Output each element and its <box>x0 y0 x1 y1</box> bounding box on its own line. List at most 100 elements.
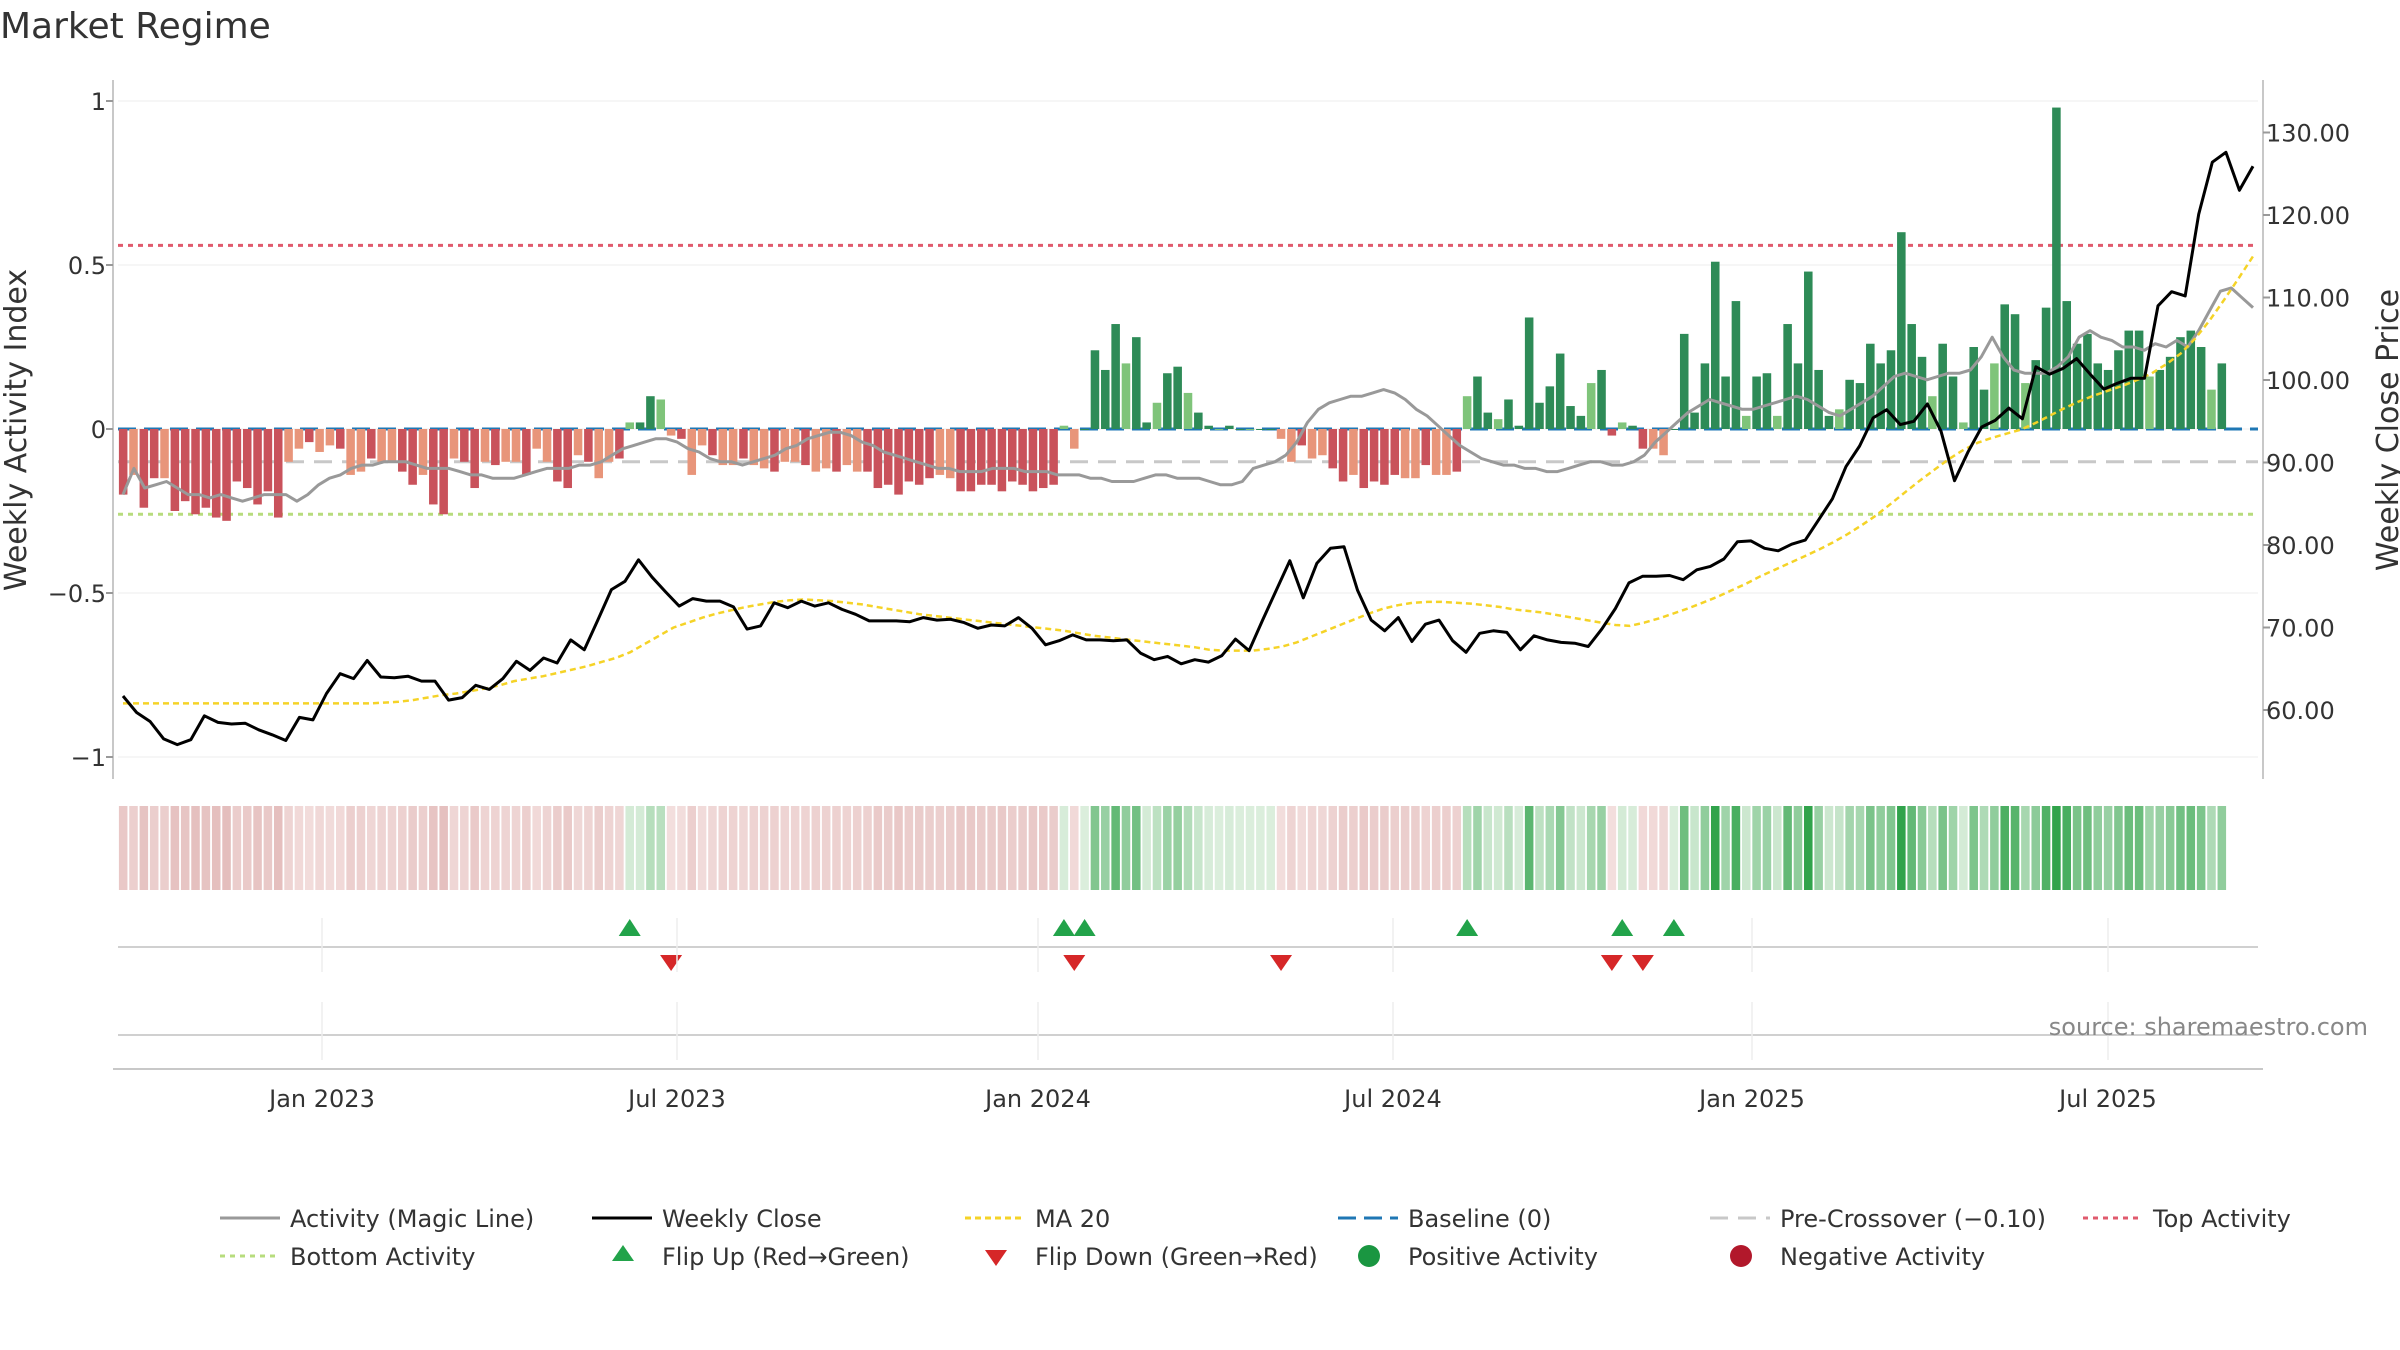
regime-cell <box>594 806 603 890</box>
activity-bar <box>2145 376 2154 429</box>
flip-up-marker <box>1052 919 1075 936</box>
y-left-tick-label: −0.5 <box>48 580 106 608</box>
regime-cell <box>2052 806 2061 890</box>
regime-cell <box>253 806 262 890</box>
activity-bar <box>904 429 914 482</box>
chart-title: Market Regime <box>0 6 271 47</box>
regime-cell <box>1845 806 1854 890</box>
regime-cell <box>480 806 490 890</box>
regime-cell <box>1163 806 1172 890</box>
activity-bar <box>160 429 169 479</box>
legend-label: Activity (Magic Line) <box>290 1205 534 1233</box>
regime-cell <box>573 806 583 890</box>
activity-bar <box>542 429 552 462</box>
legend-item: Baseline (0) <box>1338 1205 1551 1233</box>
activity-bar <box>1804 271 1813 429</box>
activity-bar <box>842 429 852 466</box>
legend-item: Activity (Magic Line) <box>220 1205 534 1233</box>
activity-bar <box>852 429 862 472</box>
regime-cell <box>1638 806 1648 890</box>
activity-bar <box>1070 429 1079 449</box>
activity-bar <box>273 429 283 518</box>
regime-cell <box>1121 806 1131 890</box>
activity-bar <box>863 429 872 472</box>
activity-bar <box>573 429 583 456</box>
regime-cell <box>956 806 965 890</box>
regime-cell <box>1555 806 1565 890</box>
activity-bar <box>501 429 510 462</box>
activity-bar <box>697 429 707 446</box>
activity-bar <box>1287 429 1296 462</box>
activity-bar <box>1369 429 1379 482</box>
regime-cell <box>1855 806 1865 890</box>
flip-down-marker <box>660 955 683 971</box>
regime-cell <box>511 806 521 890</box>
activity-bar <box>1390 429 1400 475</box>
activity-bar <box>232 429 242 482</box>
regime-cell <box>1204 806 1213 890</box>
regime-cell <box>170 806 180 890</box>
legend-item: MA 20 <box>965 1205 1110 1233</box>
regime-cell <box>1142 806 1151 890</box>
activity-bar <box>1710 261 1720 429</box>
regime-cell <box>687 806 697 890</box>
regime-cell <box>635 806 645 890</box>
activity-bar <box>418 429 428 475</box>
regime-cell <box>966 806 976 890</box>
regime-cell <box>398 806 407 890</box>
activity-bar <box>563 429 572 489</box>
regime-cell <box>904 806 914 890</box>
regime-cell <box>1886 806 1896 890</box>
regime-cell <box>1318 806 1327 890</box>
axes: Jan 2023 Jul 2023 Jan 2024 Jul 2024 Jan 2025… <box>48 80 2350 1113</box>
regime-cell <box>1400 806 1410 890</box>
regime-cell <box>1369 806 1379 890</box>
activity-bar <box>687 429 697 475</box>
regime-cell <box>1359 806 1369 890</box>
regime-cell <box>1111 806 1120 890</box>
regime-cell <box>1070 806 1079 890</box>
flip-up-marker <box>1611 919 1634 936</box>
regime-cell <box>222 806 231 890</box>
activity-bar <box>1359 429 1369 489</box>
regime-cell <box>1566 806 1575 890</box>
activity-bar <box>1163 373 1172 429</box>
activity-bar <box>966 429 976 492</box>
activity-bar <box>894 429 903 495</box>
regime-cell <box>1690 806 1699 890</box>
activity-bar <box>625 422 635 429</box>
regime-cell <box>1245 806 1255 890</box>
activity-bar <box>449 429 459 459</box>
regime-cell <box>1225 806 1234 890</box>
regime-cell <box>811 806 821 890</box>
regime-cell <box>2103 806 2113 890</box>
regime-cell <box>883 806 893 890</box>
regime-cell <box>1990 806 1999 890</box>
regime-cell <box>1617 806 1627 890</box>
activity-bar <box>1628 425 1637 429</box>
activity-bar <box>997 429 1007 492</box>
activity-bar <box>987 429 996 485</box>
activity-bar <box>387 429 397 462</box>
regime-cell <box>315 806 324 890</box>
regime-cell <box>2145 806 2154 890</box>
regime-cell <box>491 806 500 890</box>
regime-cell <box>997 806 1007 890</box>
activity-bar <box>1648 429 1658 449</box>
regime-cell <box>387 806 397 890</box>
regime-cell <box>1007 806 1017 890</box>
regime-cell <box>1183 806 1193 890</box>
flip-down-icon <box>985 1250 1007 1266</box>
regime-cell <box>2114 806 2123 890</box>
activity-bar <box>1876 363 1885 429</box>
regime-cell <box>2134 806 2144 890</box>
activity-bar <box>1152 402 1162 429</box>
legend-label: Flip Up (Red→Green) <box>662 1243 910 1271</box>
regime-cell <box>945 806 955 890</box>
regime-cell <box>1783 806 1792 890</box>
regime-cell <box>1338 806 1348 890</box>
legend-item: Bottom Activity <box>220 1243 475 1271</box>
x-tick-label: Jan 2023 <box>267 1085 375 1113</box>
regime-cell <box>1442 806 1451 890</box>
activity-bar <box>780 429 790 462</box>
